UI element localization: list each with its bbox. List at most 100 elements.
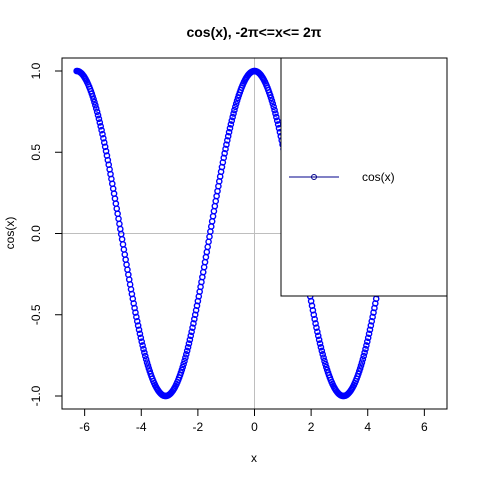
data-point	[359, 356, 367, 363]
data-point	[223, 141, 230, 148]
legend: cos(x)	[280, 57, 448, 297]
x-tick-label: 4	[364, 420, 371, 434]
data-point	[179, 363, 187, 371]
data-point	[183, 347, 191, 355]
x-tick-label: 6	[421, 420, 428, 434]
data-point	[319, 351, 327, 358]
x-tick-label: -2	[193, 420, 204, 434]
data-point	[317, 343, 325, 351]
data-point	[96, 119, 104, 126]
data-point	[134, 322, 142, 329]
data-point	[268, 97, 276, 104]
data-point	[321, 357, 328, 365]
data-point	[232, 100, 240, 108]
data-point	[232, 103, 239, 111]
data-point	[94, 111, 102, 119]
y-tick-label: -0.5	[29, 304, 43, 325]
data-point	[322, 360, 329, 368]
data-point	[181, 357, 188, 365]
data-point	[97, 123, 104, 130]
data-point	[314, 332, 322, 340]
data-point	[314, 328, 321, 336]
y-tick-label: 0.0	[29, 225, 43, 242]
data-point	[137, 334, 145, 342]
data-point	[143, 359, 151, 366]
y-tick-label: -1.0	[29, 385, 43, 406]
y-axis: -1.0 -0.5 0.0 0.5 1.0	[29, 62, 63, 406]
data-point	[269, 100, 277, 108]
x-axis: -6 -4 -2 0 2 4 6	[79, 408, 428, 434]
x-tick-label: 0	[251, 420, 258, 434]
data-point	[318, 347, 326, 355]
data-point	[322, 363, 330, 371]
data-point	[313, 324, 320, 331]
x-tick-label: 2	[308, 420, 315, 434]
data-point	[360, 352, 368, 360]
data-point	[363, 338, 371, 345]
data-point	[368, 318, 376, 325]
data-point	[95, 115, 103, 123]
data-point	[186, 336, 194, 344]
data-point	[92, 101, 99, 109]
data-point	[273, 117, 281, 124]
data-point	[225, 128, 233, 136]
data-point	[190, 320, 197, 327]
data-point	[365, 330, 373, 338]
data-point	[180, 360, 187, 368]
data-point	[363, 342, 370, 349]
data-point	[271, 106, 278, 114]
data-point	[362, 345, 369, 353]
data-point	[358, 359, 366, 366]
data-point	[230, 110, 237, 117]
data-point	[267, 94, 275, 102]
data-point	[233, 97, 241, 104]
data-point	[229, 113, 236, 121]
data-point	[100, 139, 108, 146]
data-point	[224, 132, 232, 140]
data-points	[73, 67, 436, 400]
x-tick-label: -4	[136, 420, 147, 434]
data-point	[312, 320, 319, 327]
data-point	[224, 137, 231, 144]
x-axis-label: x	[251, 451, 257, 465]
data-point	[182, 351, 190, 358]
data-point	[367, 322, 375, 329]
data-point	[361, 349, 368, 356]
data-point	[138, 338, 146, 345]
data-point	[366, 326, 374, 334]
data-point	[93, 108, 101, 116]
legend-label: cos(x)	[362, 170, 395, 184]
data-point	[135, 326, 143, 334]
data-point	[270, 103, 277, 111]
data-point	[231, 106, 238, 114]
data-point	[139, 342, 146, 349]
data-point	[90, 95, 97, 103]
chart-title: cos(x), -2π<=x<= 2π	[186, 24, 321, 40]
data-point	[315, 336, 323, 344]
data-point	[142, 356, 150, 363]
data-point	[188, 328, 195, 336]
data-point	[357, 362, 365, 369]
data-point	[316, 340, 324, 347]
data-point	[141, 349, 148, 356]
data-point	[226, 124, 234, 132]
data-point	[91, 98, 98, 106]
data-point	[140, 345, 147, 353]
data-point	[227, 121, 235, 128]
legend-marker	[311, 174, 317, 180]
data-point	[100, 134, 107, 142]
data-point	[320, 354, 327, 362]
data-point	[272, 110, 279, 117]
data-point	[92, 105, 100, 112]
data-point	[311, 315, 318, 323]
data-point	[99, 130, 106, 138]
data-point	[185, 340, 193, 347]
x-tick-label: -6	[79, 420, 90, 434]
data-point	[144, 362, 152, 369]
data-point	[364, 334, 372, 342]
data-point	[356, 365, 364, 372]
data-point	[136, 330, 144, 338]
data-point	[222, 145, 229, 153]
data-point	[273, 113, 280, 121]
